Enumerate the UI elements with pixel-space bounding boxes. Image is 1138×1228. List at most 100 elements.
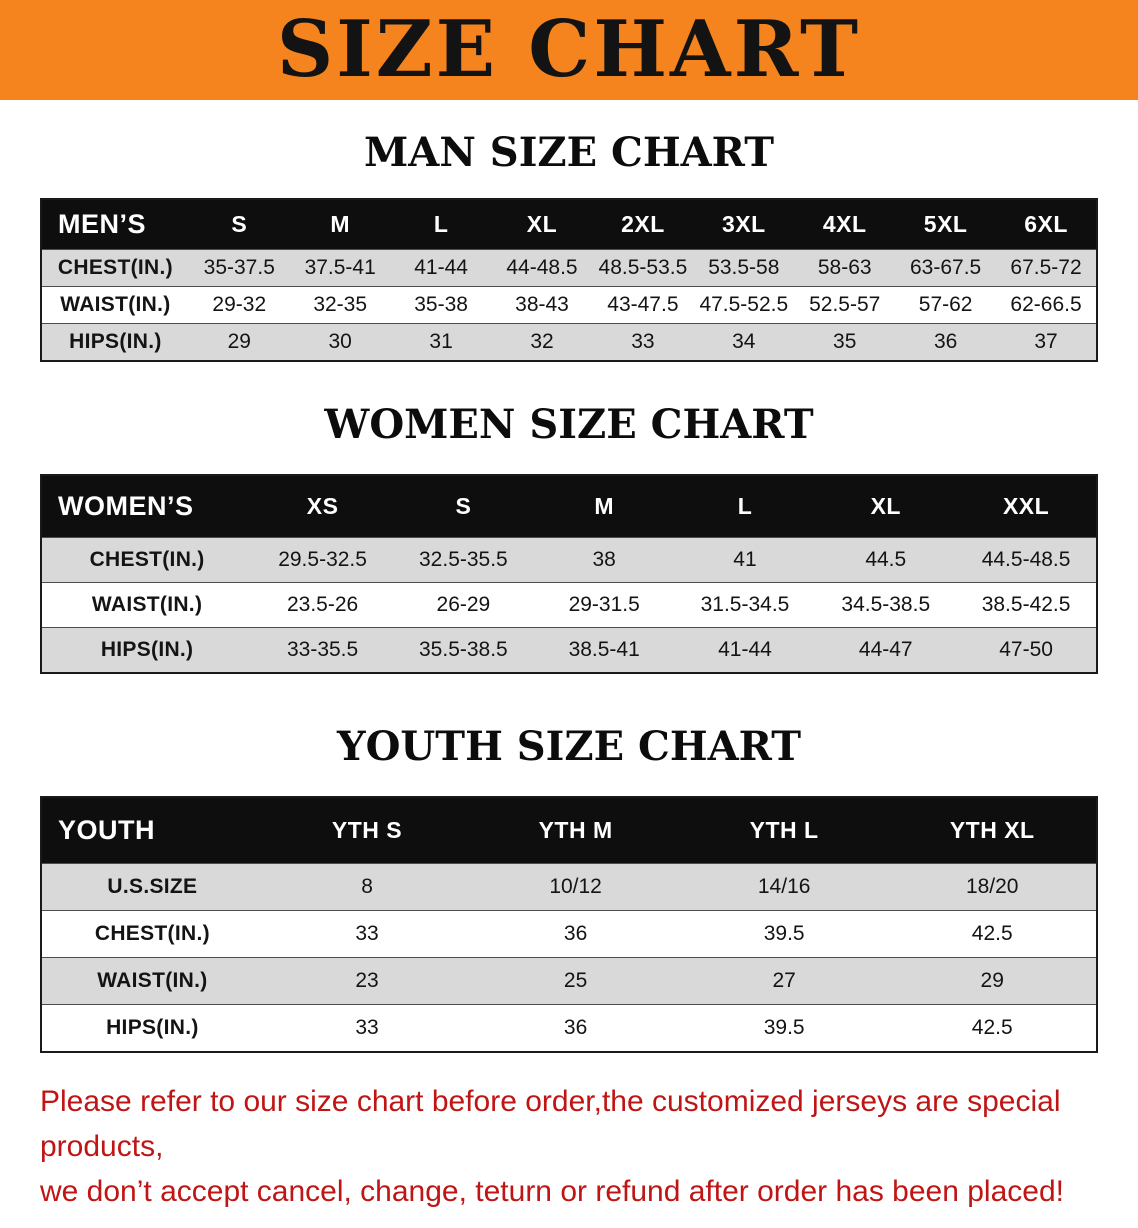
value-cell: 39.5 [679, 910, 889, 958]
value-cell: 35.5-38.5 [392, 627, 534, 673]
size-section-women: WOMEN SIZE CHART WOMEN’S XS S M L XL XXL CHEST(I… [0, 402, 1138, 674]
value-cell: 58-63 [794, 249, 896, 287]
value-cell: 26-29 [392, 582, 534, 628]
youth-row-waist-in: WAIST(IN.) 23 25 27 29 [41, 957, 1097, 1005]
youth-size-table: YOUTH YTH S YTH M YTH L YTH XL U.S.SIZE 8 10/12… [40, 796, 1098, 1053]
value-cell: 29-32 [188, 286, 290, 324]
row-label: WAIST(IN.) [41, 957, 263, 1005]
value-cell: 44.5-48.5 [956, 537, 1097, 583]
value-cell: 33 [262, 910, 472, 958]
value-cell: 47-50 [956, 627, 1097, 673]
value-cell: 38 [533, 537, 675, 583]
value-cell: 32.5-35.5 [392, 537, 534, 583]
footer-notice: Please refer to our size chart before or… [40, 1079, 1098, 1214]
men-size-column-3xl: 3XL [693, 199, 795, 250]
value-cell: 31 [390, 323, 492, 361]
value-cell: 38.5-41 [533, 627, 675, 673]
women-size-column-l: L [674, 475, 816, 538]
value-cell: 34.5-38.5 [815, 582, 957, 628]
men-size-column-m: M [289, 199, 391, 250]
value-cell: 34 [693, 323, 795, 361]
women-row-waist-in: WAIST(IN.) 23.5-26 26-29 29-31.5 31.5-34.5 34… [41, 582, 1097, 628]
section-heading-men: MAN SIZE CHART [364, 129, 774, 176]
size-section-men: MAN SIZE CHART MEN’S S M L XL 2XL 3XL 4XL 5XL 6XL C… [0, 130, 1138, 362]
youth-size-column-yth-m: YTH M [471, 797, 680, 864]
value-cell: 25 [471, 957, 680, 1005]
women-size-column-xxl: XXL [956, 475, 1097, 538]
youth-size-column-yth-xl: YTH XL [888, 797, 1097, 864]
value-cell: 33 [262, 1004, 472, 1052]
value-cell: 41-44 [390, 249, 492, 287]
value-cell: 23 [262, 957, 472, 1005]
value-cell: 53.5-58 [693, 249, 795, 287]
value-cell: 29 [888, 957, 1097, 1005]
row-label: HIPS(IN.) [41, 1004, 263, 1052]
value-cell: 37 [996, 323, 1097, 361]
value-cell: 38-43 [491, 286, 593, 324]
value-cell: 36 [895, 323, 997, 361]
women-header-row: WOMEN’S XS S M L XL XXL [41, 475, 1097, 538]
youth-size-column-yth-s: YTH S [262, 797, 472, 864]
men-size-column-l: L [390, 199, 492, 250]
men-row-waist-in: WAIST(IN.) 29-32 32-35 35-38 38-43 43-47.5 47.… [41, 286, 1097, 324]
men-group-label: MEN’S [41, 199, 189, 250]
row-label: CHEST(IN.) [41, 537, 253, 583]
value-cell: 33-35.5 [252, 627, 393, 673]
value-cell: 43-47.5 [592, 286, 694, 324]
women-size-column-xs: XS [252, 475, 393, 538]
value-cell: 32-35 [289, 286, 391, 324]
value-cell: 41-44 [674, 627, 816, 673]
value-cell: 18/20 [888, 863, 1097, 911]
notice-line-2: we don’t accept cancel, change, teturn o… [40, 1175, 1064, 1208]
women-size-column-xl: XL [815, 475, 957, 538]
value-cell: 14/16 [679, 863, 889, 911]
value-cell: 38.5-42.5 [956, 582, 1097, 628]
value-cell: 27 [679, 957, 889, 1005]
women-size-column-s: S [392, 475, 534, 538]
women-size-column-m: M [533, 475, 675, 538]
section-heading-youth: YOUTH SIZE CHART [337, 723, 801, 770]
value-cell: 62-66.5 [996, 286, 1097, 324]
value-cell: 32 [491, 323, 593, 361]
value-cell: 44-48.5 [491, 249, 593, 287]
value-cell: 35-38 [390, 286, 492, 324]
row-label: WAIST(IN.) [41, 582, 253, 628]
value-cell: 29-31.5 [533, 582, 675, 628]
value-cell: 57-62 [895, 286, 997, 324]
row-label: CHEST(IN.) [41, 910, 263, 958]
size-section-youth: YOUTH SIZE CHART YOUTH YTH S YTH M YTH L YTH … [0, 724, 1138, 1053]
men-size-column-5xl: 5XL [895, 199, 997, 250]
section-heading-women: WOMEN SIZE CHART [324, 401, 814, 448]
value-cell: 47.5-52.5 [693, 286, 795, 324]
row-label: WAIST(IN.) [41, 286, 189, 324]
youth-row-chest-in: CHEST(IN.) 33 36 39.5 42.5 [41, 910, 1097, 958]
men-size-column-6xl: 6XL [996, 199, 1097, 250]
value-cell: 10/12 [471, 863, 680, 911]
men-size-column-4xl: 4XL [794, 199, 896, 250]
value-cell: 52.5-57 [794, 286, 896, 324]
men-size-column-xl: XL [491, 199, 593, 250]
value-cell: 42.5 [888, 910, 1097, 958]
value-cell: 36 [471, 1004, 680, 1052]
page-title: SIZE CHART [276, 4, 862, 95]
women-group-label: WOMEN’S [41, 475, 253, 538]
youth-group-label: YOUTH [41, 797, 263, 864]
value-cell: 39.5 [679, 1004, 889, 1052]
row-label: HIPS(IN.) [41, 323, 189, 361]
value-cell: 44-47 [815, 627, 957, 673]
women-size-table: WOMEN’S XS S M L XL XXL CHEST(IN.) 29.5-32.5 32.5… [40, 474, 1098, 674]
row-label: CHEST(IN.) [41, 249, 189, 287]
men-row-hips-in: HIPS(IN.) 29 30 31 32 33 34 35 36 37 [41, 323, 1097, 361]
row-label: U.S.SIZE [41, 863, 263, 911]
women-row-chest-in: CHEST(IN.) 29.5-32.5 32.5-35.5 38 41 44.5 44.5… [41, 537, 1097, 583]
youth-size-column-yth-l: YTH L [679, 797, 889, 864]
value-cell: 29 [188, 323, 290, 361]
notice-line-1: Please refer to our size chart before or… [40, 1085, 1061, 1163]
value-cell: 35 [794, 323, 896, 361]
value-cell: 41 [674, 537, 816, 583]
youth-header-row: YOUTH YTH S YTH M YTH L YTH XL [41, 797, 1097, 864]
size-chart-banner: SIZE CHART [0, 0, 1138, 100]
men-size-column-s: S [188, 199, 290, 250]
value-cell: 8 [262, 863, 472, 911]
